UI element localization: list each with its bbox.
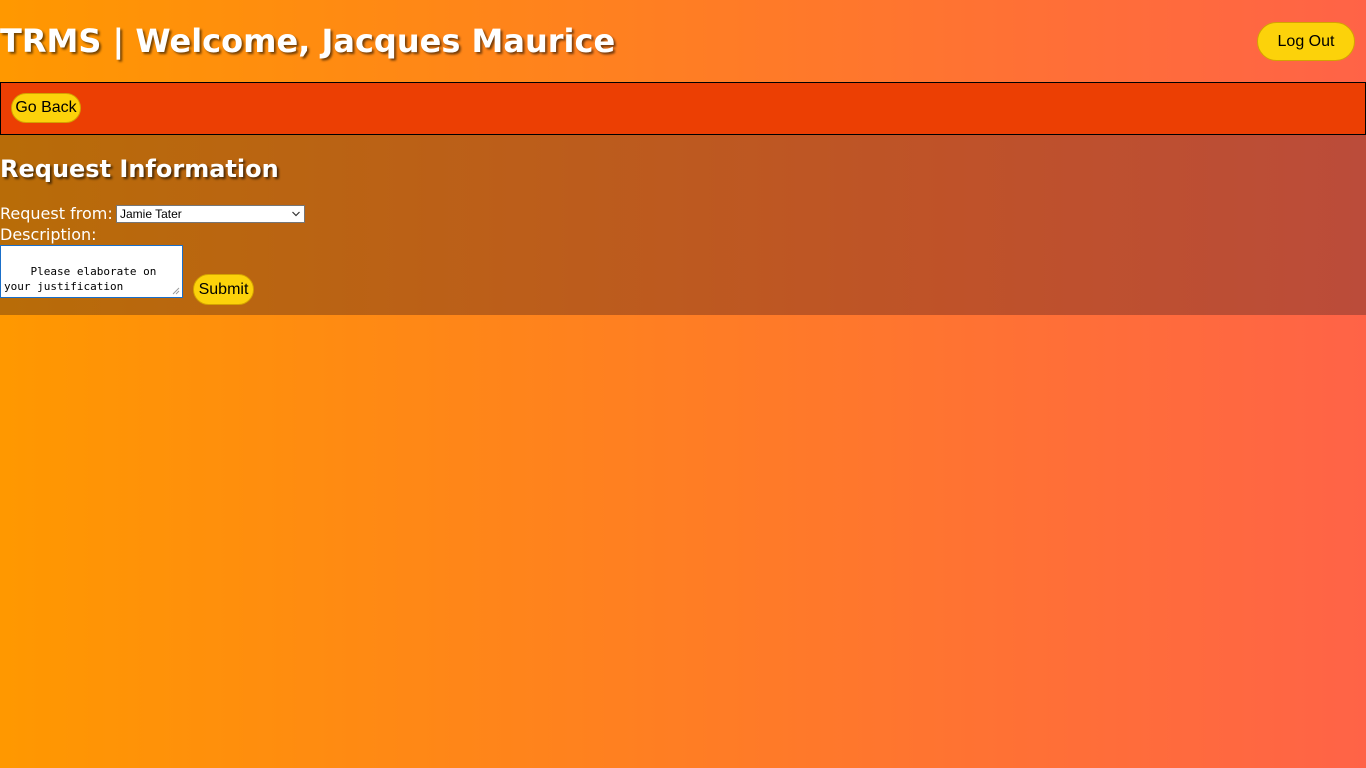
logout-button[interactable]: Log Out (1257, 22, 1355, 61)
request-from-label: Request from: (0, 204, 113, 223)
request-information-panel: Request Information Request from: Jamie … (0, 135, 1366, 315)
go-back-button[interactable]: Go Back (11, 93, 81, 123)
description-textarea[interactable]: Please elaborate on your justification (0, 245, 183, 298)
page-title: TRMS | Welcome, Jacques Maurice (0, 22, 616, 60)
resize-grip-icon[interactable] (172, 287, 180, 295)
chevron-down-icon (292, 211, 300, 217)
description-text: Please elaborate on your justification (4, 265, 163, 293)
submit-button[interactable]: Submit (193, 274, 254, 305)
header: TRMS | Welcome, Jacques Maurice Log Out (0, 0, 1366, 82)
nav-bar: Go Back (0, 82, 1366, 135)
description-label: Description: (0, 225, 97, 244)
section-heading: Request Information (0, 155, 279, 183)
request-from-select[interactable]: Jamie Tater (116, 205, 305, 223)
request-from-selected-value: Jamie Tater (120, 207, 182, 221)
